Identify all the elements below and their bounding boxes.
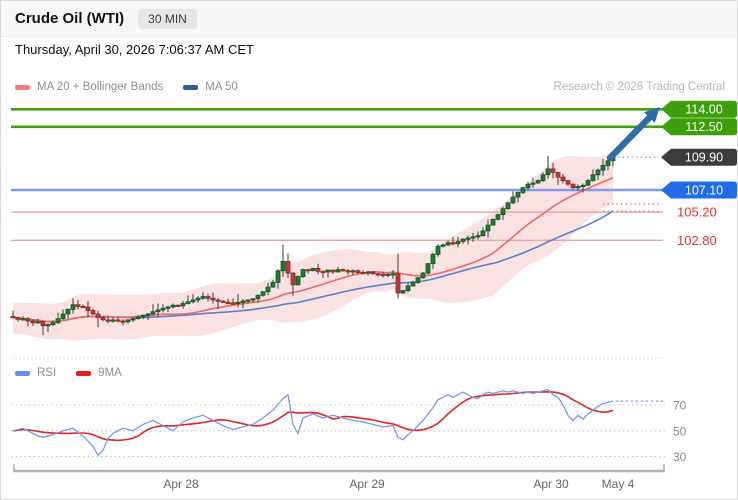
legend-label: RSI [37,367,57,379]
instrument-title: Crude Oil (WTI) [15,10,125,27]
trend-arrow [606,107,660,162]
x-axis [13,464,665,473]
date-label-Apr-30: Apr 30 [533,477,569,491]
svg-text:112.50: 112.50 [685,120,722,134]
legend-item-rsi: RSI [15,367,56,379]
chart-datetime: Thursday, April 30, 2026 7:06:37 AM CET [15,42,254,57]
rsi-9ma-swatch [76,370,92,376]
price-tag-112.50: 112.50 [661,118,737,136]
research-credit: Research © 2026 Trading Central [553,81,725,93]
price-tag-114.00: 114.00 [661,100,737,118]
chart-header: Crude Oil (WTI) 30 MIN [1,1,737,37]
legend-item-9ma: 9MA [76,367,122,379]
ma50-swatch [183,84,199,90]
rsi-tick-50: 50 [673,424,687,438]
date-label-May-4: May 4 [602,477,635,491]
ma20-line [12,176,614,323]
price-label-105.20: 105.20 [677,205,717,220]
rsi-line [12,388,614,457]
bollinger-band [13,151,613,341]
legend-label: 9MA [98,367,122,379]
price-tag-107.10: 107.10 [661,181,737,199]
rsi-swatch [15,370,30,376]
candles [10,153,616,336]
date-label-Apr-29: Apr 29 [349,477,385,491]
legend-item-ma20-bollinger: MA 20 + Bollinger Bands [15,81,163,93]
rsi-tick-30: 30 [673,450,687,464]
ma20-swatch [15,84,30,90]
rsi-tick-70: 70 [673,399,687,413]
price-label-102.80: 102.80 [677,233,717,248]
price-legend: MA 20 + Bollinger Bands MA 50 Research ©… [15,79,725,95]
legend-label: MA 50 [205,81,238,93]
svg-text:109.90: 109.90 [685,151,723,165]
price-chart: 114.00 112.50 109.90 107.10 105.20 102.80 [10,100,737,359]
rsi-chart: 70 50 30 Apr 28 Apr 29 Apr 30 May 4 [11,388,687,491]
legend-item-ma50: MA 50 [183,81,238,93]
rsi-9ma-line [12,390,614,442]
svg-text:107.10: 107.10 [685,183,723,197]
svg-text:114.00: 114.00 [685,103,722,117]
date-label-Apr-28: Apr 28 [163,477,199,491]
rsi-legend: RSI 9MA [15,367,122,379]
legend-label: MA 20 + Bollinger Bands [37,81,164,93]
price-tag-109.90: 109.90 [661,148,737,166]
timeframe-badge[interactable]: 30 MIN [138,8,197,29]
